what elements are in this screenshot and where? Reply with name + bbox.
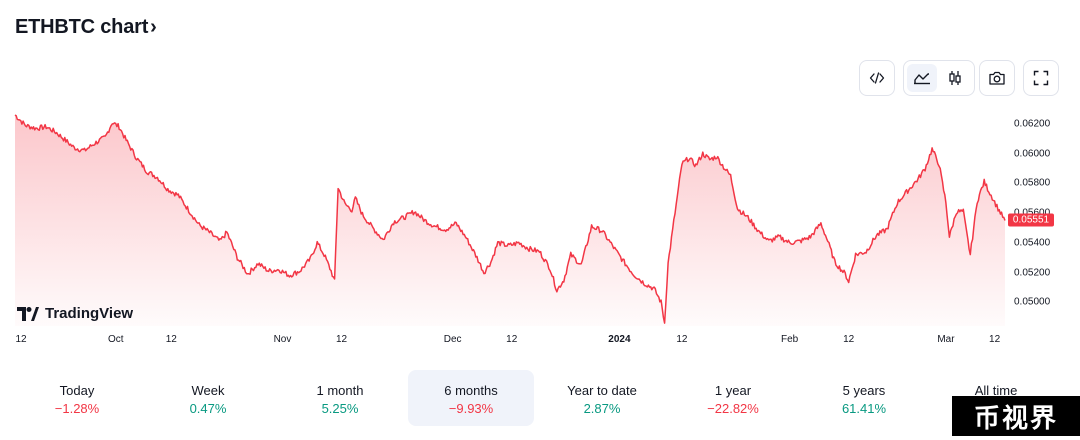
area-chart-button[interactable]: [907, 64, 937, 92]
price-line: [14, 114, 1006, 324]
y-tick-label: 0.05400: [1014, 237, 1051, 249]
x-tick-label: 12: [165, 334, 177, 345]
period-tab[interactable]: All time: [933, 370, 1059, 426]
chart-title: ETHBTC chart: [15, 16, 149, 38]
period-tab[interactable]: Today −1.28%: [14, 370, 140, 426]
period-change-value: 0.47%: [189, 401, 227, 416]
period-change-value: −22.82%: [707, 401, 759, 416]
period-tab[interactable]: 1 year −22.82%: [670, 370, 796, 426]
chevron-right-icon: ›: [150, 16, 157, 38]
last-price-label: 0.05551: [1008, 213, 1054, 227]
x-tick-label: 12: [506, 334, 518, 345]
code-icon: [869, 72, 885, 84]
fullscreen-icon: [1033, 70, 1049, 86]
candlestick-chart-button[interactable]: [940, 64, 970, 92]
time-axis: 12 Oct 12 Nov 12 Dec 12 2024 12 Feb 12 Mar 12: [0, 334, 1010, 350]
period-tab[interactable]: 5 years 61.41%: [801, 370, 927, 426]
price-area-fill: [15, 115, 1005, 326]
x-tick-label: 12: [843, 334, 855, 345]
period-change-value: 61.41%: [841, 401, 887, 416]
tradingview-logo[interactable]: TradingView: [17, 305, 133, 322]
y-tick-label: 0.05000: [1014, 296, 1051, 308]
period-label: Week: [191, 383, 225, 398]
period-label: 1 month: [316, 383, 364, 398]
period-change-value: −9.93%: [448, 401, 494, 416]
period-tab[interactable]: 6 months −9.93%: [408, 370, 534, 426]
chart-type-switch: [903, 60, 975, 96]
period-performance-tabs: Today −1.28% Week 0.47% 1 month 5.25% 6 months…: [0, 370, 1080, 426]
y-tick-label: 0.05800: [1014, 177, 1051, 189]
period-tab[interactable]: Week 0.47%: [145, 370, 271, 426]
x-tick-label: 2024: [608, 334, 631, 345]
tradingview-logo-icon: [17, 306, 39, 321]
screenshot-button[interactable]: [979, 60, 1015, 96]
x-tick-label: 12: [15, 334, 27, 345]
x-tick-label: 12: [676, 334, 688, 345]
x-tick-label: Dec: [443, 334, 462, 345]
y-tick-label: 0.05200: [1014, 267, 1051, 278]
period-tab[interactable]: Year to date 2.87%: [539, 370, 665, 426]
page-title[interactable]: ETHBTC chart ›: [15, 16, 157, 39]
y-tick-label: 0.05600: [1014, 208, 1050, 219]
period-label: 6 months: [444, 383, 498, 398]
fullscreen-button[interactable]: [1023, 60, 1059, 96]
y-tick-label: 0.06200: [1014, 118, 1051, 130]
area-chart-icon: [914, 73, 930, 85]
price-chart[interactable]: [0, 110, 1080, 335]
x-tick-label: 12: [989, 334, 1001, 345]
period-label: All time: [974, 383, 1018, 398]
embed-button[interactable]: [859, 60, 895, 96]
candlestick-icon: [949, 71, 961, 85]
x-tick-label: 12: [335, 334, 348, 345]
x-tick-label: Feb: [781, 334, 799, 345]
logo-text: TradingView: [45, 305, 134, 322]
y-tick-label: 0.06000: [1014, 148, 1051, 160]
x-tick-label: Mar: [937, 334, 955, 345]
period-label: Today: [59, 383, 95, 398]
period-label: Year to date: [567, 383, 637, 398]
period-tab[interactable]: 1 month 5.25%: [277, 370, 403, 426]
period-change-value: −1.28%: [54, 401, 100, 416]
x-tick-label: Nov: [273, 334, 292, 345]
period-label: 5 years: [842, 383, 886, 398]
camera-icon: [989, 71, 1005, 85]
period-change-value: 5.25%: [321, 401, 359, 416]
price-axis: 0.06200 0.06000 0.05800 0.05600 0.05400 0.052…: [1014, 110, 1080, 440]
period-change-value: 2.87%: [583, 401, 621, 416]
period-label: 1 year: [714, 383, 752, 398]
x-tick-label: Oct: [107, 334, 124, 345]
watermark: 币视界: [952, 396, 1080, 436]
